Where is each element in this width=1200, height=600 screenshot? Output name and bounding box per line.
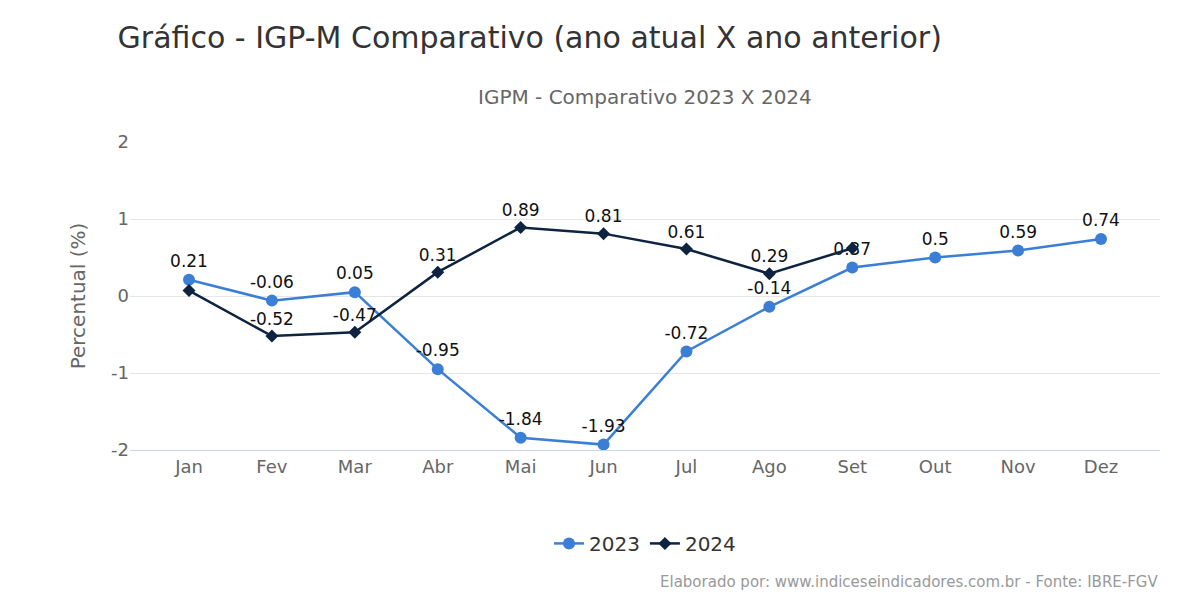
svg-text:2: 2: [118, 131, 129, 152]
svg-text:0: 0: [118, 285, 129, 306]
svg-text:2023: 2023: [589, 532, 640, 556]
svg-text:0.37: 0.37: [833, 239, 871, 259]
svg-text:Jun: Jun: [588, 456, 617, 477]
svg-text:-0.06: -0.06: [250, 272, 294, 292]
svg-text:0.5: 0.5: [922, 229, 949, 249]
svg-text:Jul: Jul: [675, 456, 698, 477]
svg-text:2024: 2024: [685, 532, 736, 556]
svg-text:Jan: Jan: [174, 456, 203, 477]
svg-text:-1.93: -1.93: [582, 416, 626, 436]
svg-text:Nov: Nov: [1001, 456, 1036, 477]
svg-text:0.31: 0.31: [419, 245, 457, 265]
svg-text:0.21: 0.21: [170, 251, 208, 271]
svg-text:0.05: 0.05: [336, 263, 374, 283]
svg-text:Set: Set: [837, 456, 867, 477]
svg-text:Dez: Dez: [1084, 456, 1118, 477]
svg-text:0.29: 0.29: [750, 246, 788, 266]
svg-text:-0.52: -0.52: [250, 309, 294, 329]
svg-text:Gráfico - IGP-M Comparativo (a: Gráfico - IGP-M Comparativo (ano atual X…: [118, 20, 942, 55]
svg-text:0.74: 0.74: [1082, 210, 1120, 230]
svg-text:Percentual (%): Percentual (%): [66, 223, 90, 370]
svg-text:0.89: 0.89: [502, 200, 540, 220]
svg-text:-2: -2: [111, 439, 129, 460]
svg-text:Mar: Mar: [338, 456, 373, 477]
svg-text:IGPM - Comparativo 2023 X 2024: IGPM - Comparativo 2023 X 2024: [478, 85, 812, 109]
svg-text:Abr: Abr: [422, 456, 454, 477]
svg-text:0.61: 0.61: [668, 222, 706, 242]
svg-text:Elaborado por: www.indiceseind: Elaborado por: www.indiceseindicadores.c…: [660, 573, 1158, 591]
svg-text:Fev: Fev: [256, 456, 287, 477]
svg-text:Out: Out: [919, 456, 952, 477]
svg-text:Ago: Ago: [752, 456, 787, 477]
svg-text:-1.84: -1.84: [499, 409, 543, 429]
svg-text:-0.47: -0.47: [333, 305, 377, 325]
svg-text:1: 1: [118, 208, 129, 229]
svg-text:-0.72: -0.72: [664, 323, 708, 343]
svg-text:Mai: Mai: [505, 456, 537, 477]
svg-text:-1: -1: [111, 362, 129, 383]
svg-text:-0.14: -0.14: [747, 278, 791, 298]
svg-text:0.81: 0.81: [585, 206, 623, 226]
svg-text:-0.95: -0.95: [416, 340, 460, 360]
svg-text:0.59: 0.59: [999, 222, 1037, 242]
